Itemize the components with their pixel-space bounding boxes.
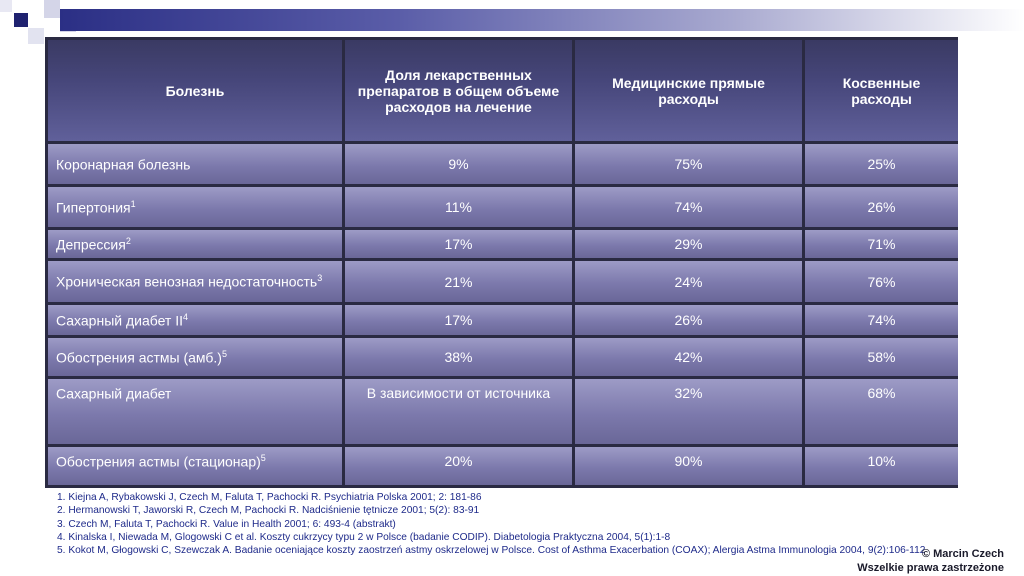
direct-cost-cell: 24% xyxy=(575,261,802,302)
drug-share-cell: 17% xyxy=(345,305,572,335)
drug-share-cell: 38% xyxy=(345,338,572,376)
indirect-cost-cell: 10% xyxy=(805,447,958,485)
copyright-footer: © Marcin Czech Wszelkie prawa zastrzeżon… xyxy=(857,547,1004,575)
cost-table: Болезнь Доля лекарственных препаратов в … xyxy=(45,37,961,488)
disease-cell: Коронарная болезнь xyxy=(48,144,342,184)
drug-share-cell: 11% xyxy=(345,187,572,227)
disease-cell: Обострения астмы (амб.)5 xyxy=(48,338,342,376)
disease-cell: Депрессия2 xyxy=(48,230,342,258)
decor-square xyxy=(14,13,28,27)
drug-share-cell: 17% xyxy=(345,230,572,258)
table-row: Коронарная болезнь 9% 75% 25% xyxy=(48,144,958,184)
disease-cell: Сахарный диабет xyxy=(48,379,342,444)
disease-cell: Обострения астмы (стационар)5 xyxy=(48,447,342,485)
indirect-cost-cell: 76% xyxy=(805,261,958,302)
decor-square xyxy=(28,28,44,44)
disease-cell: Сахарный диабет II4 xyxy=(48,305,342,335)
copyright-rights: Wszelkie prawa zastrzeżone xyxy=(857,562,1004,574)
indirect-cost-cell: 71% xyxy=(805,230,958,258)
decor-square xyxy=(44,0,60,18)
table-row: Сахарный диабет II4 17% 26% 74% xyxy=(48,305,958,335)
drug-share-cell: 21% xyxy=(345,261,572,302)
table-row: Гипертония1 11% 74% 26% xyxy=(48,187,958,227)
indirect-cost-cell: 58% xyxy=(805,338,958,376)
direct-cost-cell: 42% xyxy=(575,338,802,376)
indirect-cost-cell: 74% xyxy=(805,305,958,335)
table-row: Депрессия2 17% 29% 71% xyxy=(48,230,958,258)
indirect-cost-cell: 26% xyxy=(805,187,958,227)
table-row: Обострения астмы (стационар)5 20% 90% 10… xyxy=(48,447,958,485)
direct-cost-cell: 32% xyxy=(575,379,802,444)
header-indirect-costs: Косвенные расходы xyxy=(805,40,958,141)
table-row: Обострения астмы (амб.)5 38% 42% 58% xyxy=(48,338,958,376)
table-row: Хроническая венозная недостаточность3 21… xyxy=(48,261,958,302)
indirect-cost-cell: 68% xyxy=(805,379,958,444)
direct-cost-cell: 26% xyxy=(575,305,802,335)
drug-share-cell: 9% xyxy=(345,144,572,184)
reference-item: 1. Kiejna A, Rybakowski J, Czech M, Falu… xyxy=(57,492,482,503)
header-row: Болезнь Доля лекарственных препаратов в … xyxy=(48,40,958,141)
direct-cost-cell: 74% xyxy=(575,187,802,227)
drug-share-cell: В зависимости от источника xyxy=(345,379,572,444)
disease-cell: Гипертония1 xyxy=(48,187,342,227)
reference-item: 2. Hermanowski T, Jaworski R, Czech M, P… xyxy=(57,505,480,517)
reference-item: 5. Kokot M, Głogowski C, Szewczak A. Bad… xyxy=(57,545,926,557)
indirect-cost-cell: 25% xyxy=(805,144,958,184)
references-list: 1. Kiejna A, Rybakowski J, Czech M, Falu… xyxy=(57,491,957,557)
title-banner xyxy=(60,9,1024,31)
header-direct-costs: Медицинские прямые расходы xyxy=(575,40,802,141)
cost-table-container: Болезнь Доля лекарственных препаратов в … xyxy=(45,37,958,488)
header-disease: Болезнь xyxy=(48,40,342,141)
table-row: Сахарный диабет В зависимости от источни… xyxy=(48,379,958,444)
header-drug-share: Доля лекарственных препаратов в общем об… xyxy=(345,40,572,141)
decor-square xyxy=(0,0,12,12)
reference-item: 3. Czech M, Faluta T, Pachocki R. Value … xyxy=(57,518,396,530)
reference-item: 4. Kinalska I, Niewada M, Glogowski C et… xyxy=(57,531,671,543)
direct-cost-cell: 75% xyxy=(575,144,802,184)
copyright-author: © Marcin Czech xyxy=(921,548,1004,560)
drug-share-cell: 20% xyxy=(345,447,572,485)
direct-cost-cell: 29% xyxy=(575,230,802,258)
disease-cell: Хроническая венозная недостаточность3 xyxy=(48,261,342,302)
direct-cost-cell: 90% xyxy=(575,447,802,485)
